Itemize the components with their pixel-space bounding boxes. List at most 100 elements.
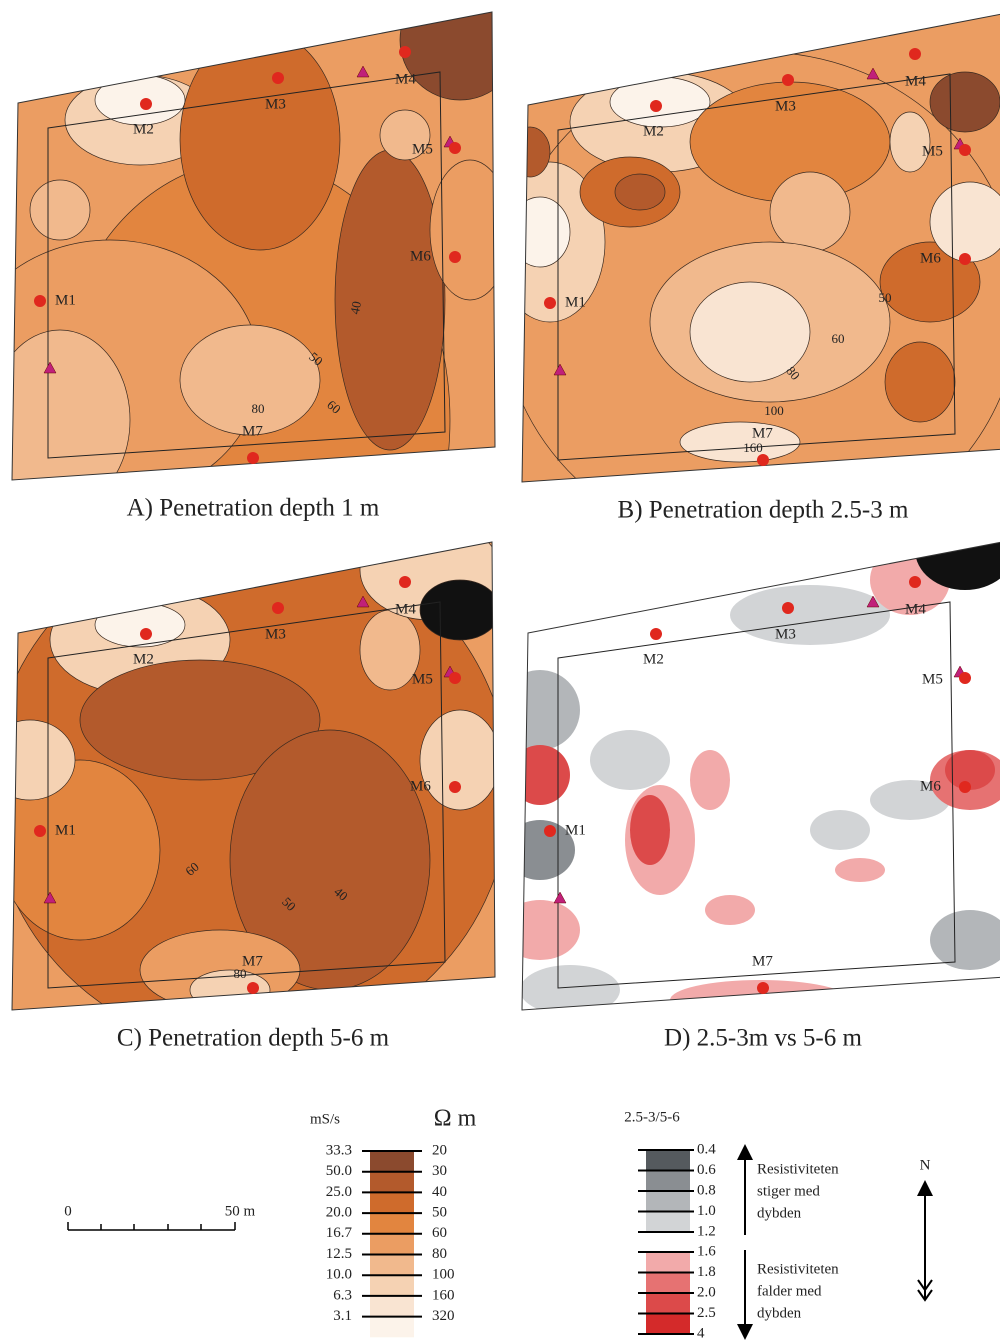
ratio-tick-label: 0.6 [697, 1162, 716, 1178]
marker-label: M5 [922, 143, 943, 159]
legend-left-label: 10.0 [326, 1267, 352, 1283]
ratio-swatch [646, 1314, 690, 1335]
marker-label: M6 [920, 778, 941, 794]
panel-caption: A) Penetration depth 1 m [127, 495, 380, 522]
contour-label: 60 [832, 331, 845, 346]
ratio-tick-label: 1.8 [697, 1264, 716, 1280]
measure-point [782, 74, 794, 86]
legend-right-label: 20 [432, 1142, 447, 1158]
contour-zone [360, 610, 420, 690]
legend-swatch [370, 1151, 414, 1172]
legend-swatch [370, 1192, 414, 1213]
measure-point [247, 452, 259, 464]
measure-point [399, 576, 411, 588]
marker-label: M6 [410, 248, 431, 264]
measure-point [34, 295, 46, 307]
legend-right-label: 100 [432, 1267, 455, 1283]
marker-label: M2 [643, 123, 664, 139]
measure-point [782, 602, 794, 614]
contour-zone [770, 172, 850, 252]
ratio-down-text: Resistiviteten [757, 1261, 839, 1277]
marker-label: M1 [565, 822, 586, 838]
ratio-swatch [646, 1171, 690, 1192]
measure-point [959, 253, 971, 265]
ratio-patch [810, 810, 870, 850]
panel-caption: B) Penetration depth 2.5-3 m [618, 497, 909, 524]
marker-label: M4 [395, 71, 416, 87]
ratio-swatch [646, 1191, 690, 1212]
ratio-patch [500, 670, 580, 750]
ratio-up-text: Resistiviteten [757, 1161, 839, 1177]
ratio-patch [520, 965, 620, 1015]
measure-point [449, 251, 461, 263]
ratio-patch [510, 745, 570, 805]
contour-zone [180, 325, 320, 435]
legend-left-label: 12.5 [326, 1246, 352, 1262]
legend-swatch [370, 1234, 414, 1255]
contour-zone [420, 580, 500, 640]
marker-label: M2 [643, 651, 664, 667]
ratio-up-text: dybden [757, 1205, 802, 1221]
scale-start: 0 [64, 1203, 72, 1219]
marker-label: M2 [133, 121, 154, 137]
unit-left: mS/s [310, 1111, 340, 1127]
marker-label: M3 [265, 96, 286, 112]
north-label: N [920, 1157, 931, 1173]
measure-point [650, 628, 662, 640]
contour-zone [615, 174, 665, 210]
ratio-swatch [646, 1212, 690, 1233]
ratio-patch [500, 900, 580, 960]
measure-point [757, 454, 769, 466]
ratio-tick-label: 0.8 [697, 1182, 716, 1198]
measure-point [272, 602, 284, 614]
marker-label: M1 [565, 294, 586, 310]
legend-swatch [370, 1296, 414, 1317]
legend-left-label: 16.7 [326, 1225, 353, 1241]
legend-right-label: 80 [432, 1246, 447, 1262]
ratio-down-text: dybden [757, 1305, 802, 1321]
ratio-tick-label: 4 [697, 1325, 705, 1341]
ratio-tick-label: 1.6 [697, 1243, 716, 1259]
contour-zone [95, 75, 185, 125]
north-arrow [918, 1188, 932, 1300]
measure-point [650, 100, 662, 112]
marker-label: M4 [905, 73, 926, 89]
ratio-tick-label: 1.0 [697, 1203, 716, 1219]
marker-label: M3 [775, 98, 796, 114]
marker-label: M7 [242, 423, 263, 439]
legend-right-label: 30 [432, 1163, 447, 1179]
legend-left-label: 33.3 [326, 1142, 352, 1158]
contour-zone [890, 112, 930, 172]
contour-label: 80 [252, 401, 265, 416]
marker-label: M5 [412, 141, 433, 157]
measure-point [140, 628, 152, 640]
ratio-tick-label: 1.2 [697, 1223, 716, 1239]
marker-label: M3 [265, 626, 286, 642]
measure-point [909, 576, 921, 588]
contour-zone [420, 710, 500, 810]
legend-left-label: 25.0 [326, 1184, 352, 1200]
figure: mS/s Ω m 2.5-3/5-6 0 50 m N M1M2M3M4M5M6… [0, 0, 1000, 1343]
marker-label: M6 [410, 778, 431, 794]
scale-bar [68, 1222, 235, 1230]
legend-right-label: 50 [432, 1205, 447, 1221]
marker-label: M5 [412, 671, 433, 687]
scale-end: 50 m [225, 1203, 256, 1219]
ratio-down-text: falder med [757, 1283, 822, 1299]
contour-zone [510, 127, 550, 177]
contour-label: 50 [879, 290, 892, 305]
page: { "panels": [ {"caption": "A) Penetratio… [0, 0, 1000, 1343]
measure-point [449, 142, 461, 154]
measure-point [449, 781, 461, 793]
ratio-swatch [646, 1293, 690, 1314]
ratio-patch [590, 730, 670, 790]
measure-point [247, 982, 259, 994]
contour-zone [140, 930, 300, 1010]
measure-point [909, 48, 921, 60]
marker-label: M2 [133, 651, 154, 667]
panel-caption: C) Penetration depth 5-6 m [117, 1025, 390, 1052]
contour-label: 80 [234, 966, 247, 981]
ratio-tick-label: 0.4 [697, 1141, 716, 1157]
panel-caption: D) 2.5-3m vs 5-6 m [664, 1025, 862, 1052]
